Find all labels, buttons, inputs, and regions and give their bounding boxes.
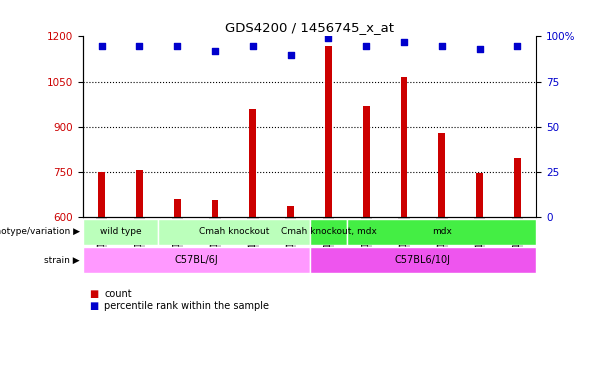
Text: Cmah knockout: Cmah knockout: [199, 227, 269, 237]
Text: mdx: mdx: [432, 227, 452, 237]
Text: ■: ■: [89, 289, 98, 299]
Text: genotype/variation ▶: genotype/variation ▶: [0, 227, 80, 237]
Bar: [310, 247, 536, 273]
Bar: [211, 200, 218, 217]
Bar: [174, 199, 181, 217]
Text: C57BL/6J: C57BL/6J: [174, 255, 218, 265]
Bar: [363, 106, 370, 217]
Point: [324, 35, 333, 41]
Bar: [476, 173, 483, 217]
Bar: [287, 207, 294, 217]
Bar: [83, 247, 310, 273]
Point: [172, 42, 182, 48]
Bar: [158, 219, 310, 245]
Bar: [98, 172, 105, 217]
Bar: [83, 219, 158, 245]
Point: [134, 42, 145, 48]
Bar: [348, 219, 536, 245]
Point: [475, 46, 485, 52]
Bar: [325, 45, 332, 217]
Bar: [310, 219, 348, 245]
Point: [248, 42, 257, 48]
Text: Cmah knockout, mdx: Cmah knockout, mdx: [281, 227, 376, 237]
Text: wild type: wild type: [100, 227, 142, 237]
Bar: [136, 170, 143, 217]
Text: C57BL6/10J: C57BL6/10J: [395, 255, 451, 265]
Text: ■: ■: [89, 301, 98, 311]
Title: GDS4200 / 1456745_x_at: GDS4200 / 1456745_x_at: [225, 21, 394, 34]
Point: [399, 39, 409, 45]
Text: percentile rank within the sample: percentile rank within the sample: [104, 301, 269, 311]
Bar: [438, 133, 445, 217]
Point: [210, 48, 220, 54]
Point: [97, 42, 107, 48]
Point: [437, 42, 447, 48]
Bar: [249, 109, 256, 217]
Text: count: count: [104, 289, 132, 299]
Bar: [401, 77, 408, 217]
Bar: [514, 158, 521, 217]
Point: [512, 42, 522, 48]
Text: strain ▶: strain ▶: [44, 255, 80, 265]
Point: [361, 42, 371, 48]
Point: [286, 51, 295, 58]
